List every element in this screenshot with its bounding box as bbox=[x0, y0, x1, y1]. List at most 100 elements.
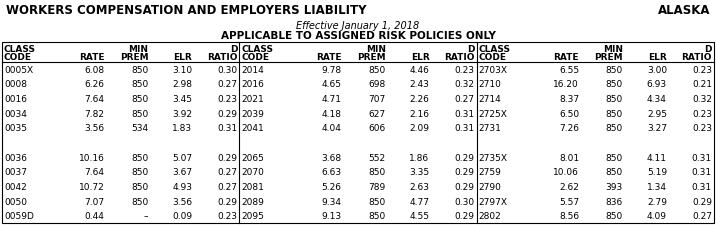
Text: 8.56: 8.56 bbox=[559, 211, 579, 220]
Text: 9.13: 9.13 bbox=[321, 211, 342, 220]
Text: 2735X: 2735X bbox=[479, 153, 508, 162]
Text: 16.20: 16.20 bbox=[553, 80, 579, 89]
Text: 627: 627 bbox=[369, 109, 386, 118]
Text: 7.26: 7.26 bbox=[559, 124, 579, 133]
Text: D: D bbox=[705, 45, 712, 54]
Text: 850: 850 bbox=[131, 95, 148, 104]
Text: –: – bbox=[144, 211, 148, 220]
Text: 9.78: 9.78 bbox=[321, 65, 342, 74]
Text: 10.06: 10.06 bbox=[553, 168, 579, 176]
Text: 6.93: 6.93 bbox=[647, 80, 667, 89]
Text: 4.77: 4.77 bbox=[410, 197, 430, 206]
Text: RATIO: RATIO bbox=[207, 52, 237, 61]
Text: 1.83: 1.83 bbox=[172, 124, 192, 133]
Text: 6.55: 6.55 bbox=[559, 65, 579, 74]
Text: 8.01: 8.01 bbox=[559, 153, 579, 162]
Text: 0.23: 0.23 bbox=[692, 124, 712, 133]
Bar bbox=[2, 43, 714, 223]
Text: 0.29: 0.29 bbox=[692, 197, 712, 206]
Text: CODE: CODE bbox=[4, 52, 32, 61]
Text: 0.27: 0.27 bbox=[218, 182, 237, 191]
Text: 2089: 2089 bbox=[241, 197, 264, 206]
Text: ELR: ELR bbox=[173, 52, 192, 61]
Text: 850: 850 bbox=[131, 197, 148, 206]
Text: 2014: 2014 bbox=[241, 65, 264, 74]
Text: 0016: 0016 bbox=[4, 95, 27, 104]
Text: 2703X: 2703X bbox=[479, 65, 508, 74]
Text: 0.32: 0.32 bbox=[692, 95, 712, 104]
Text: 0.32: 0.32 bbox=[455, 80, 475, 89]
Text: 0.09: 0.09 bbox=[172, 211, 192, 220]
Text: 707: 707 bbox=[369, 95, 386, 104]
Text: 0.23: 0.23 bbox=[692, 109, 712, 118]
Text: 393: 393 bbox=[606, 182, 623, 191]
Text: PREM: PREM bbox=[357, 52, 386, 61]
Text: CODE: CODE bbox=[479, 52, 507, 61]
Text: 850: 850 bbox=[369, 168, 386, 176]
Text: 2.16: 2.16 bbox=[410, 109, 430, 118]
Text: 0.30: 0.30 bbox=[455, 197, 475, 206]
Text: 7.82: 7.82 bbox=[84, 109, 105, 118]
Text: RATIO: RATIO bbox=[444, 52, 475, 61]
Text: 2710: 2710 bbox=[479, 80, 501, 89]
Text: 0.31: 0.31 bbox=[692, 182, 712, 191]
Text: 2016: 2016 bbox=[241, 80, 264, 89]
Text: 0.30: 0.30 bbox=[217, 65, 237, 74]
Text: 4.93: 4.93 bbox=[173, 182, 192, 191]
Text: 4.71: 4.71 bbox=[321, 95, 342, 104]
Text: 850: 850 bbox=[369, 211, 386, 220]
Text: 0.21: 0.21 bbox=[692, 80, 712, 89]
Text: 3.10: 3.10 bbox=[172, 65, 192, 74]
Text: 3.27: 3.27 bbox=[647, 124, 667, 133]
Text: 0037: 0037 bbox=[4, 168, 27, 176]
Text: CLASS: CLASS bbox=[4, 45, 36, 54]
Text: 0042: 0042 bbox=[4, 182, 26, 191]
Text: 10.16: 10.16 bbox=[79, 153, 105, 162]
Text: 0.27: 0.27 bbox=[218, 168, 237, 176]
Text: 6.08: 6.08 bbox=[84, 65, 105, 74]
Text: 2021: 2021 bbox=[241, 95, 264, 104]
Text: 0.29: 0.29 bbox=[218, 197, 237, 206]
Text: 0036: 0036 bbox=[4, 153, 27, 162]
Text: RATE: RATE bbox=[553, 52, 579, 61]
Text: 606: 606 bbox=[369, 124, 386, 133]
Text: RATE: RATE bbox=[316, 52, 342, 61]
Text: 3.56: 3.56 bbox=[84, 124, 105, 133]
Text: ELR: ELR bbox=[648, 52, 667, 61]
Text: 850: 850 bbox=[369, 197, 386, 206]
Text: 2081: 2081 bbox=[241, 182, 264, 191]
Text: 0.31: 0.31 bbox=[692, 168, 712, 176]
Text: 850: 850 bbox=[131, 153, 148, 162]
Text: 2.43: 2.43 bbox=[410, 80, 430, 89]
Text: 4.34: 4.34 bbox=[647, 95, 667, 104]
Text: 5.19: 5.19 bbox=[647, 168, 667, 176]
Text: ELR: ELR bbox=[411, 52, 430, 61]
Text: 534: 534 bbox=[131, 124, 148, 133]
Text: 4.55: 4.55 bbox=[410, 211, 430, 220]
Text: 850: 850 bbox=[131, 65, 148, 74]
Text: 2.63: 2.63 bbox=[410, 182, 430, 191]
Text: 7.07: 7.07 bbox=[84, 197, 105, 206]
Text: 850: 850 bbox=[606, 80, 623, 89]
Text: 2.98: 2.98 bbox=[173, 80, 192, 89]
Text: 0.31: 0.31 bbox=[455, 124, 475, 133]
Text: 4.65: 4.65 bbox=[321, 80, 342, 89]
Text: RATE: RATE bbox=[79, 52, 105, 61]
Text: 2.79: 2.79 bbox=[647, 197, 667, 206]
Text: 4.18: 4.18 bbox=[321, 109, 342, 118]
Text: 2.95: 2.95 bbox=[647, 109, 667, 118]
Text: 6.50: 6.50 bbox=[559, 109, 579, 118]
Text: 2039: 2039 bbox=[241, 109, 264, 118]
Text: 3.68: 3.68 bbox=[321, 153, 342, 162]
Text: 850: 850 bbox=[131, 182, 148, 191]
Text: 0050: 0050 bbox=[4, 197, 27, 206]
Text: 4.11: 4.11 bbox=[647, 153, 667, 162]
Text: 2070: 2070 bbox=[241, 168, 264, 176]
Text: WORKERS COMPENSATION AND EMPLOYERS LIABILITY: WORKERS COMPENSATION AND EMPLOYERS LIABI… bbox=[6, 3, 367, 16]
Text: 3.56: 3.56 bbox=[172, 197, 192, 206]
Text: 4.09: 4.09 bbox=[647, 211, 667, 220]
Text: 3.35: 3.35 bbox=[410, 168, 430, 176]
Text: 0.31: 0.31 bbox=[217, 124, 237, 133]
Text: 0.23: 0.23 bbox=[218, 95, 237, 104]
Text: 5.26: 5.26 bbox=[321, 182, 342, 191]
